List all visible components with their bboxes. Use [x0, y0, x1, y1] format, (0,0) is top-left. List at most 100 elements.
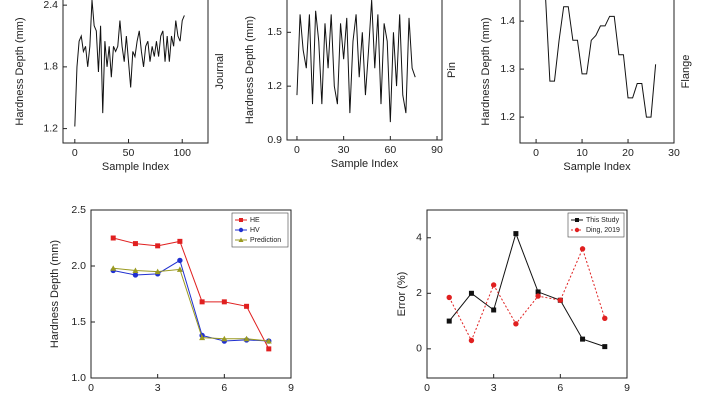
legend-marker	[575, 218, 579, 222]
x-tick-label: 50	[123, 147, 135, 159]
point	[176, 266, 183, 272]
y-axis-label: Hardness Depth (mm)	[14, 17, 26, 125]
y-tick-label: 2.4	[43, 0, 58, 11]
point	[243, 335, 250, 342]
legend-marker	[238, 237, 244, 242]
y-tick-label: 1.2	[43, 122, 58, 134]
legend-label: HE	[250, 217, 260, 224]
x-tick-label: 90	[431, 144, 443, 156]
series-line	[545, 0, 657, 118]
x-axis-label: Sample Index	[331, 158, 399, 170]
x-tick-label: 6	[221, 382, 227, 394]
x-tick-label: 0	[294, 144, 300, 156]
series-line	[296, 0, 416, 123]
chart: 0 30 60 90 0.9 1.2 1.5 Sample Index Hardness Dep…	[244, 0, 458, 170]
x-tick-label: 9	[624, 382, 630, 394]
y-tick-label: 1.2	[267, 80, 282, 92]
chart: 0 3 6 9 1.0 1.5 2.0 2.5 Hardness Depth (mm) HE HV P…	[49, 204, 294, 394]
y-axis-label: Error (%)	[396, 272, 408, 317]
point	[154, 268, 161, 275]
side-label: Pin	[446, 62, 458, 78]
legend-marker	[239, 218, 243, 222]
legend-label: HV	[250, 227, 260, 234]
point	[110, 235, 116, 241]
series-line	[448, 247, 606, 342]
x-axis-label: Sample Index	[102, 161, 170, 173]
legend-box	[567, 212, 625, 238]
y-tick-label: 1.3	[500, 63, 515, 75]
legend-label: Ding, 2019	[586, 227, 620, 234]
y-tick-label: 1.0	[71, 372, 86, 384]
chart: 0 50 100 1.2 1.8 2.4 Sample Index Hardness Dept…	[14, 0, 226, 173]
side-label: Flange	[680, 55, 692, 89]
y-tick-label: 2.0	[71, 260, 86, 272]
y-tick-label: 0	[416, 343, 422, 355]
point	[221, 299, 227, 305]
point	[490, 282, 497, 288]
y-tick-label: 1.5	[267, 26, 282, 38]
x-tick-label: 60	[384, 144, 396, 156]
point	[266, 346, 272, 352]
point	[602, 315, 608, 321]
point	[580, 336, 586, 342]
series-line	[113, 259, 269, 342]
x-tick-label: 10	[576, 147, 588, 159]
legend-marker	[238, 227, 244, 233]
point	[110, 265, 117, 271]
chart: 0 10 20 30 1.2 1.3 1.4 Sample Index Hardness Dep…	[480, 0, 692, 173]
y-tick-label: 2	[416, 287, 422, 299]
y-axis-label: Hardness Depth (mm)	[49, 240, 61, 348]
point	[468, 337, 475, 344]
x-tick-label: 3	[155, 382, 161, 394]
x-tick-label: 0	[533, 147, 539, 159]
x-tick-label: 3	[491, 382, 497, 394]
chart: 0 3 6 9 0 2 4 Error (%) This Study Ding, 2019	[396, 209, 630, 394]
point	[177, 238, 183, 244]
legend-marker	[574, 227, 580, 233]
y-tick-label: 4	[416, 232, 422, 244]
point	[265, 338, 272, 344]
series-line	[74, 0, 185, 127]
point	[557, 297, 564, 303]
point	[199, 334, 206, 341]
point	[199, 299, 205, 305]
plot-frame	[286, 0, 443, 141]
point	[446, 294, 452, 301]
point	[132, 267, 139, 273]
plot-frame	[519, 0, 675, 144]
legend-label: This Study	[586, 217, 620, 224]
y-tick-label: 0.9	[267, 134, 282, 146]
y-axis-label: Hardness Depth (mm)	[244, 16, 256, 124]
point	[155, 243, 161, 249]
point	[132, 272, 139, 278]
point	[468, 290, 474, 296]
x-tick-label: 30	[338, 144, 350, 156]
point	[221, 335, 228, 342]
side-label: Journal	[214, 53, 226, 89]
point	[579, 246, 586, 252]
point	[244, 303, 250, 309]
point	[535, 289, 541, 295]
x-tick-label: 9	[288, 382, 294, 394]
x-axis-label: Sample Index	[563, 161, 631, 173]
plot-frame	[426, 209, 628, 379]
x-tick-label: 0	[424, 382, 430, 394]
x-tick-label: 20	[622, 147, 634, 159]
series-line	[448, 232, 605, 348]
point	[535, 293, 541, 299]
point	[513, 321, 519, 327]
legend-label: Prediction	[250, 237, 281, 244]
point	[513, 231, 519, 237]
series-line	[113, 237, 270, 350]
x-tick-label: 30	[668, 147, 680, 159]
y-tick-label: 1.2	[500, 111, 515, 123]
x-tick-label: 6	[557, 382, 563, 394]
x-tick-label: 0	[72, 147, 78, 159]
y-tick-label: 1.5	[71, 316, 86, 328]
plot-frame	[62, 0, 209, 144]
series-line	[113, 267, 269, 342]
y-tick-label: 1.4	[500, 15, 515, 27]
point	[177, 257, 183, 264]
y-axis-label: Hardness Depth (mm)	[480, 17, 492, 125]
